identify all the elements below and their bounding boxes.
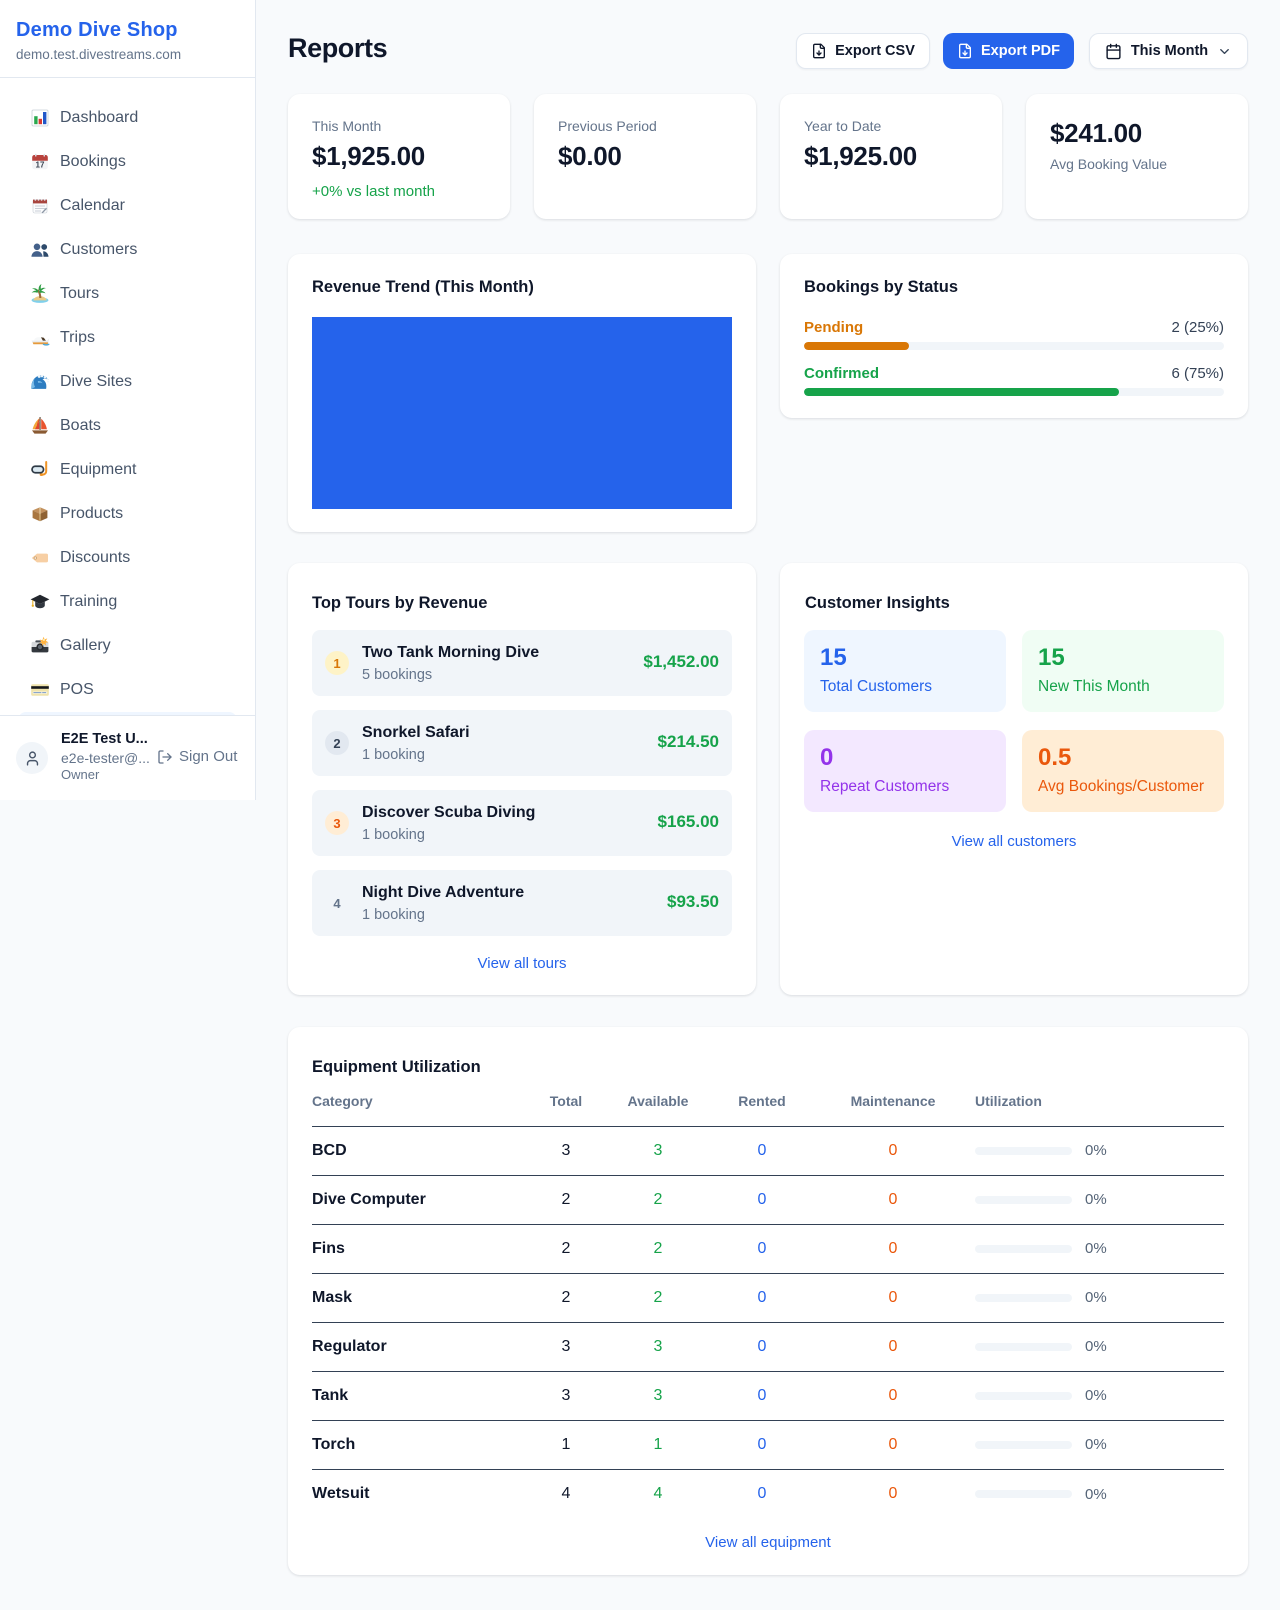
- svg-text:17: 17: [36, 161, 45, 170]
